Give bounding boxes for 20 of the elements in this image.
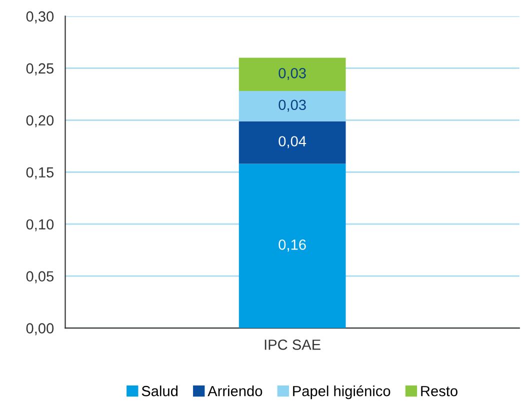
legend-label: Salud — [142, 386, 178, 396]
data-label: 0,04 — [278, 136, 306, 148]
data-label: 0,16 — [278, 240, 306, 252]
data-label: 0,03 — [278, 100, 306, 112]
bar — [238, 164, 346, 328]
legend-label: Arriendo — [208, 386, 262, 396]
y-tick-label: 0,10 — [26, 219, 54, 232]
y-tick-label: 0,00 — [26, 323, 54, 336]
legend-label: Resto — [421, 386, 458, 396]
y-tick-label: 0,20 — [26, 115, 54, 128]
y-tick-label: 0,25 — [26, 63, 54, 76]
bar — [238, 91, 346, 122]
y-tick-label: 0,15 — [26, 167, 54, 180]
bar — [238, 121, 346, 164]
legend-label: Papel higiénico — [293, 385, 390, 400]
x-tick-label: IPC SAE — [264, 340, 320, 350]
y-tick-label: 0,30 — [26, 11, 54, 24]
y-tick-label: 0,05 — [26, 271, 54, 284]
data-label: 0,03 — [278, 68, 306, 80]
bar — [238, 58, 346, 92]
